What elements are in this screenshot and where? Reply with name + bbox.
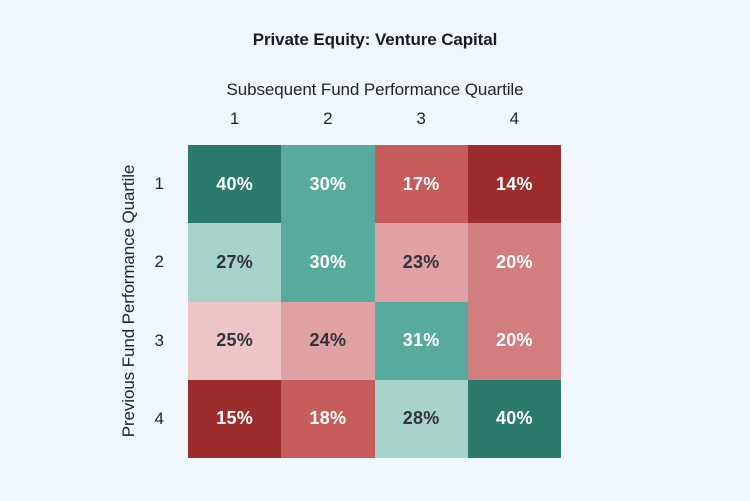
heatmap-cell-r3-c4: 20%	[467, 301, 561, 380]
heatmap-cell-r2-c4: 20%	[467, 223, 561, 302]
heatmap-cell-r3-c2: 24%	[281, 301, 375, 380]
heatmap-cell-r2-c3: 23%	[374, 223, 468, 302]
heatmap-grid: 40% 30% 17% 14% 27% 30% 23% 20% 25% 24% 31% 20% 15% 1…	[188, 145, 561, 458]
x-tick-3: 3	[416, 109, 426, 128]
chart-title: Private Equity: Venture Capital	[252, 30, 498, 49]
heatmap-cell-r4-c2: 18%	[281, 379, 375, 458]
heatmap-cell-r1-c3: 17%	[374, 145, 468, 224]
heatmap-cell-r4-c1: 15%	[188, 379, 282, 458]
heatmap-cell-r1-c4: 14%	[467, 145, 561, 224]
heatmap-cell-r1-c1: 40%	[188, 145, 282, 224]
heatmap-cell-r1-c2: 30%	[281, 145, 375, 224]
heatmap-cell-r4-c4: 40%	[467, 379, 561, 458]
y-tick-3: 3	[154, 330, 164, 350]
y-tick-1: 1	[154, 174, 164, 194]
x-tick-4: 4	[509, 109, 520, 128]
heatmap-cell-r2-c2: 30%	[281, 223, 375, 302]
y-tick-2: 2	[154, 252, 164, 272]
x-tick-2: 2	[323, 109, 333, 128]
heatmap-cell-r3-c3: 31%	[374, 301, 468, 380]
x-tick-1: 1	[229, 109, 240, 128]
heatmap-cell-r4-c3: 28%	[374, 379, 468, 458]
x-axis-title: Subsequent Fund Performance Quartile	[226, 80, 524, 99]
y-axis-title: Previous Fund Performance Quartile	[119, 164, 138, 438]
y-tick-col: 1 2 3 4	[140, 145, 166, 458]
x-tick-row: 1 2 3 4	[188, 108, 561, 130]
heatmap-cell-r2-c1: 27%	[188, 223, 282, 302]
y-tick-4: 4	[154, 408, 164, 428]
heatmap-cell-r3-c1: 25%	[188, 301, 282, 380]
